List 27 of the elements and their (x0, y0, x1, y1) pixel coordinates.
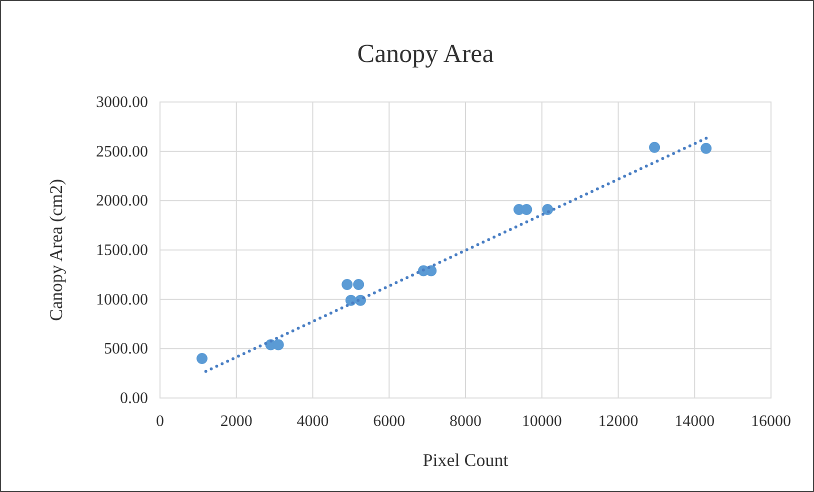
x-tick-label: 8000 (450, 413, 482, 430)
point (426, 265, 437, 276)
x-tick-label: 0 (156, 413, 164, 430)
x-tick-label: 16000 (751, 413, 791, 430)
point (649, 142, 660, 153)
x-tick-label: 2000 (220, 413, 252, 430)
point (700, 142, 712, 154)
point (196, 353, 208, 364)
y-tick-label: 1500.00 (96, 242, 148, 259)
x-axis-title: Pixel Count (422, 450, 508, 470)
y-tick-label: 3000.00 (96, 94, 148, 111)
point (342, 279, 353, 290)
x-tick-label: 14000 (674, 413, 715, 430)
point (353, 279, 364, 290)
y-tick-label: 2500.00 (96, 143, 148, 160)
y-tick-label: 0.00 (120, 390, 148, 407)
chart-title: Canopy Area (357, 39, 494, 68)
point (542, 204, 554, 216)
x-tick-label: 6000 (373, 413, 406, 430)
y-tick-label: 1000.00 (96, 291, 148, 308)
x-tick-label: 12000 (598, 413, 638, 430)
y-tick-label: 2000.00 (96, 192, 148, 210)
y-tick-label: 500.00 (104, 340, 148, 358)
x-tick-label: 4000 (296, 413, 329, 430)
point (521, 204, 532, 216)
x-tick-label: 10000 (522, 413, 562, 430)
y-axis-title: Canopy Area (cm2) (46, 179, 66, 321)
